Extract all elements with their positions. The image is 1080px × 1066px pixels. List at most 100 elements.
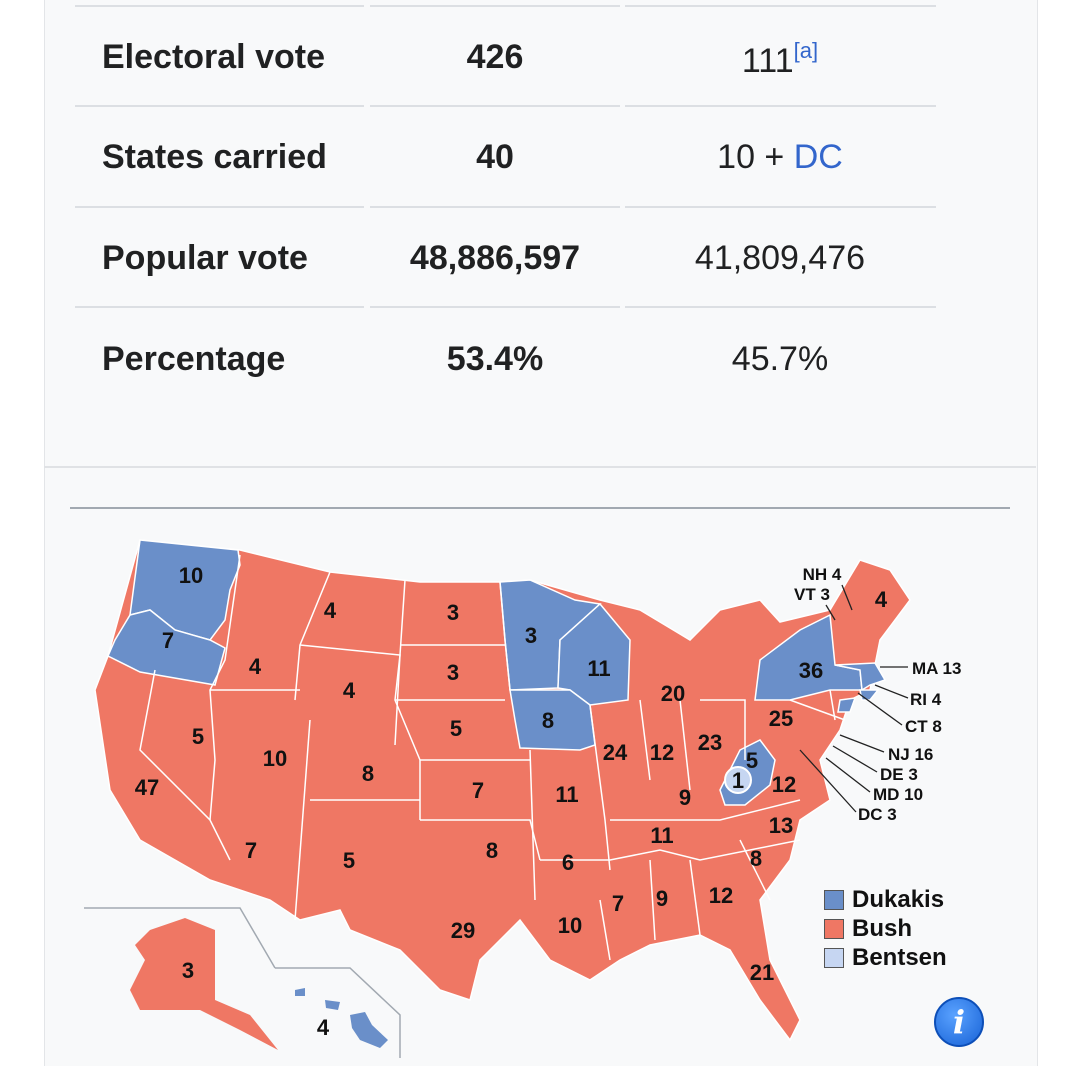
legend-bentsen: Bentsen [824,943,947,972]
state-ev-label: 47 [135,775,159,800]
state-border [139,669,231,861]
alaska-bush [130,918,278,1050]
row-divider [625,105,936,107]
legend-dukakis: Dukakis [824,885,947,914]
state-ev-label: 9 [656,886,668,911]
callout-line [832,745,878,773]
dukakis-percentage: 45.7% [731,340,829,378]
state-border [649,859,656,941]
hawaii-big-island-dukakis [350,1012,388,1048]
bush-states-carried: 40 [476,138,514,176]
state-ev-label: 8 [750,846,762,871]
state-ev-label: 11 [587,656,610,681]
small-state-label: DE 3 [880,765,918,784]
state-ev-label: 13 [769,813,793,838]
row-divider [75,105,364,107]
legend-bush: Bush [824,914,947,943]
bush-percentage: 53.4% [446,340,544,378]
legend-swatch [824,889,844,910]
callout-line [825,757,871,793]
section-divider [44,466,1036,468]
state-border [679,699,691,791]
state-ev-label: 36 [799,658,823,683]
state-ev-label: 5 [746,748,758,773]
massachusetts-dukakis [834,662,887,692]
info-icon[interactable]: i [934,997,984,1047]
bentsen-elector-marker [724,766,752,794]
row-label-electoral-vote: Electoral vote [102,38,325,76]
connecticut-piece [837,697,857,713]
row-divider [370,105,620,107]
state-ev-label: 20 [661,681,685,706]
state-border [540,839,801,861]
state-ev-label: 4 [249,654,262,679]
hawaii-island-dukakis [325,1000,340,1010]
state-border [739,839,771,901]
dukakis-states-carried: 10 + DC [717,138,843,176]
state-ev-label: 8 [362,761,374,786]
state-border [589,704,611,871]
row-label-popular-vote: Popular vote [102,239,308,277]
callout-line [841,584,853,611]
state-border [639,699,651,781]
state-ev-label: 10 [263,746,287,771]
legend-swatch [824,947,844,968]
state-ev-label: 5 [343,848,355,873]
map-top-rule [70,507,1010,509]
state-ev-label: 23 [698,730,722,755]
row-divider [370,206,620,208]
state-ev-label: 21 [750,960,774,985]
callout-line [857,692,903,726]
state-border [420,819,541,861]
state-border [599,899,611,961]
hawaii-inset-frame [275,967,401,1058]
state-ev-label: 10 [179,563,203,588]
row-divider [75,206,364,208]
state-ev-label: 3 [447,660,459,685]
state-border [499,581,511,691]
small-state-label: NH 4 [803,565,842,584]
state-ev-label: 9 [679,785,691,810]
legend-swatch [824,918,844,939]
small-state-label: CT 8 [905,717,942,736]
rhode-island-dukakis [859,689,880,701]
state-ev-label: 3 [525,623,537,648]
callout-line [839,734,885,753]
dukakis-popular-vote: 41,809,476 [694,239,866,277]
oregon-dukakis [107,609,226,686]
state-border [610,799,801,821]
dc-link[interactable]: DC [793,138,843,176]
state-ev-label: 3 [447,600,459,625]
state-ev-label: 24 [603,740,628,765]
small-state-label: DC 3 [858,805,897,824]
row-divider [625,306,936,308]
iowa-dukakis [509,689,596,751]
state-ev-label: 4 [343,678,356,703]
state-ev-label: 5 [192,724,204,749]
maine-ev-label: 4 [875,587,888,612]
dukakis-electoral-vote: 111[a] [741,38,819,80]
state-border [294,719,311,921]
state-ev-label: 5 [450,716,462,741]
bush-electoral-vote: 426 [466,38,524,76]
state-ev-label: 7 [162,628,174,653]
row-divider [625,5,936,7]
hawaii-island-dukakis [295,988,305,996]
row-label-states-carried: States carried [102,138,327,176]
bush-popular-vote: 48,886,597 [409,239,581,277]
state-ev-label: 7 [472,778,484,803]
state-ev-label: 11 [555,782,578,807]
inset-boxes [84,907,401,1058]
row-label-percentage: Percentage [102,340,286,378]
row-divider [370,5,620,7]
state-ev-label: 4 [317,1015,330,1040]
state-border [294,571,331,701]
alaska-inset-frame [84,907,276,969]
footnote-a-link[interactable]: [a] [793,38,819,63]
state-ev-label: 1 [732,768,744,793]
lower-48-map [94,539,911,1042]
wisconsin-dukakis [557,602,631,706]
